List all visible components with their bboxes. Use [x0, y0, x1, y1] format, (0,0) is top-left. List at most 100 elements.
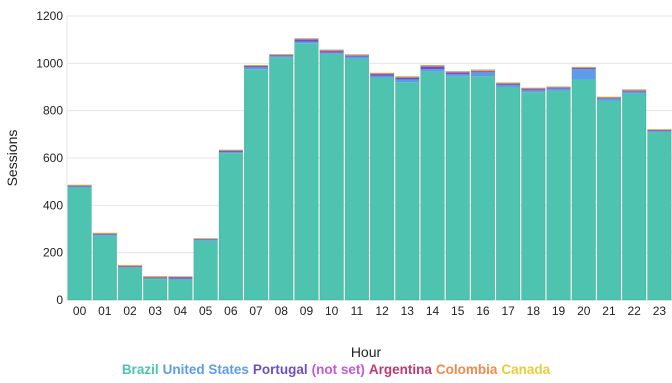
- legend-item-colombia[interactable]: Colombia: [435, 362, 498, 377]
- bar-segment-united-states-08: [269, 56, 294, 58]
- bar-segment-colombia-22: [622, 90, 646, 91]
- bar-outline-23: [647, 129, 672, 301]
- bar-segment-united-states-18: [521, 90, 546, 93]
- x-tick-label: 15: [451, 304, 465, 318]
- gridlines: [66, 15, 672, 301]
- bar-segment-brazil-11: [345, 58, 369, 300]
- bar-outline-06: [218, 149, 243, 301]
- legend-item-united-states[interactable]: United States: [162, 362, 249, 377]
- bar-outline-03: [143, 276, 168, 301]
- bar-segment-portugal-10: [319, 51, 344, 53]
- bar-segment-brazil-03: [143, 279, 168, 300]
- x-tick-label: 04: [174, 304, 188, 318]
- bar-segment-portugal-12: [370, 74, 394, 76]
- bar-segment-portugal-13: [395, 77, 420, 80]
- bar-segment-portugal-06: [219, 150, 243, 153]
- x-tick-label: 12: [375, 304, 389, 318]
- y-axis-title: Sessions: [4, 130, 20, 187]
- bar-segment-brazil-19: [546, 90, 571, 300]
- bar-segment-colombia-03: [143, 276, 168, 278]
- bar-segment-portugal-17: [496, 83, 520, 86]
- x-tick-label: 08: [275, 304, 289, 318]
- legend-item-brazil[interactable]: Brazil: [121, 362, 159, 377]
- bar-segment-united-states-06: [219, 152, 243, 154]
- bar-segment-portugal-09: [294, 39, 319, 42]
- bar-segment-canada-03: [143, 276, 168, 277]
- bar-segment-united-states-04: [168, 278, 193, 280]
- bar-segment-brazil-14: [420, 71, 445, 300]
- bar-segment--not-set--12: [370, 73, 394, 75]
- bars: [67, 38, 672, 301]
- bar-segment-united-states-19: [546, 88, 571, 91]
- y-tick-label: 200: [43, 246, 63, 260]
- bar-segment-brazil-12: [370, 77, 394, 301]
- bar-outline-02: [117, 264, 143, 301]
- x-tick-label: 16: [476, 304, 490, 318]
- x-tick-label: 01: [98, 304, 112, 318]
- bar-segment-brazil-04: [168, 279, 193, 300]
- bar-segment--not-set--17: [496, 83, 520, 85]
- bar-segment-united-states-11: [345, 56, 369, 59]
- x-tick-label: 22: [628, 304, 642, 318]
- bar-segment-colombia-02: [118, 265, 142, 267]
- bar-segment-brazil-06: [219, 153, 243, 300]
- bar-outline-17: [496, 82, 521, 301]
- bar-segment-argentina-10: [319, 50, 344, 52]
- x-tick-label: 06: [224, 304, 238, 318]
- bar-segment-canada-16: [471, 69, 495, 71]
- bar-segment-united-states-01: [93, 234, 117, 236]
- legend-item-portugal[interactable]: Portugal: [252, 362, 308, 377]
- x-tick-label: 02: [123, 304, 137, 318]
- x-tick-label: 17: [501, 304, 515, 318]
- bar-segment-brazil-10: [319, 53, 344, 300]
- bar-segment-canada-02: [118, 265, 142, 266]
- bar-segment-united-states-12: [370, 75, 394, 78]
- bar-segment-united-states-23: [647, 130, 672, 132]
- bar-segment-brazil-16: [471, 76, 495, 300]
- bar-outline-04: [168, 276, 193, 301]
- bar-segment-brazil-07: [244, 69, 268, 300]
- x-tick-label: 09: [300, 304, 314, 318]
- y-axis-ticks: 0 200 400 600 800 1000 1200: [36, 9, 63, 307]
- bar-segment-portugal-16: [471, 71, 495, 73]
- x-axis-title: Hour: [351, 344, 382, 360]
- x-tick-label: 10: [325, 304, 339, 318]
- bar-outline-11: [344, 54, 370, 301]
- bar-segment-brazil-20: [571, 79, 596, 301]
- legend-item-not-set[interactable]: (not set): [311, 362, 365, 377]
- x-tick-label: 11: [351, 304, 364, 318]
- bar-segment-brazil-23: [647, 131, 672, 300]
- y-tick-label: 600: [43, 151, 63, 165]
- x-tick-label: 07: [249, 304, 263, 318]
- bar-segment-united-states-16: [471, 72, 495, 77]
- bar-outline-12: [369, 72, 395, 301]
- y-tick-label: 0: [56, 293, 63, 307]
- bar-segment--not-set--09: [294, 39, 319, 41]
- bar-outline-16: [470, 69, 496, 301]
- legend: Brazil United States Portugal (not set) Arge…: [0, 362, 672, 378]
- bar-segment-united-states-22: [622, 91, 646, 94]
- bar-outline-19: [546, 86, 571, 301]
- bar-outline-15: [445, 71, 470, 301]
- bar-segment-united-states-13: [395, 79, 420, 83]
- bar-segment-united-states-02: [118, 266, 142, 268]
- x-tick-label: 03: [149, 304, 163, 318]
- legend-item-argentina[interactable]: Argentina: [368, 362, 432, 377]
- bar-segment-portugal-04: [168, 277, 193, 279]
- bar-segment-united-states-14: [420, 69, 445, 72]
- bar-segment-portugal-19: [546, 87, 571, 89]
- legend-item-canada[interactable]: Canada: [501, 362, 551, 377]
- bar-segment-portugal-20: [571, 68, 596, 70]
- bar-segment-united-states-00: [67, 186, 92, 188]
- bar-outline-10: [319, 49, 344, 301]
- bar-outline-08: [269, 54, 294, 301]
- x-tick-label: 20: [577, 304, 591, 318]
- y-tick-label: 400: [43, 198, 63, 212]
- bar-outline-01: [92, 232, 117, 301]
- x-axis-ticks: 00 01 02 03 04 05 06 07 08 09 10 11 12 13 14 15 16 17 18 19…: [73, 304, 666, 318]
- bar-segment-portugal-14: [420, 66, 445, 70]
- bar-segment-portugal-18: [521, 89, 546, 91]
- bar-segment-united-states-10: [319, 52, 344, 54]
- bar-segment-brazil-18: [521, 92, 546, 300]
- bar-outline-07: [243, 64, 269, 301]
